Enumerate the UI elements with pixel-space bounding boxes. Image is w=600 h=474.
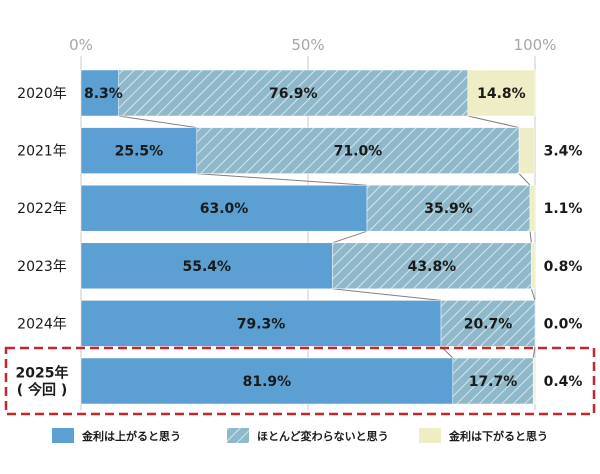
highlight-box [4, 346, 596, 416]
bar-segment [80, 69, 119, 117]
legend-swatch [52, 428, 74, 443]
connector-line [518, 173, 531, 186]
connector-line [530, 288, 536, 301]
x-tick-label: 100% [514, 36, 557, 54]
bars [80, 69, 536, 405]
connector-line [332, 288, 442, 301]
bar-segment [467, 69, 536, 117]
value-label: 0.8% [544, 259, 583, 275]
category-label: 2024年 [17, 316, 67, 332]
category-label: 2021年 [17, 144, 67, 160]
value-label: 3.4% [544, 144, 583, 160]
bar-segment [80, 300, 442, 347]
category-label: ( 今回 ) [17, 382, 68, 399]
value-label: 35.9% [424, 201, 473, 217]
connector-line [118, 115, 197, 129]
value-label: 14.8% [477, 86, 526, 102]
x-tick-label: 50% [291, 36, 324, 54]
value-label: 17.7% [469, 374, 518, 390]
value-label: 20.7% [464, 316, 513, 332]
x-axis-ticks: 0% 50% 100% [69, 36, 556, 54]
connector-line [532, 346, 536, 359]
legend: 金利は上がると思う ほとんど変わらないと思う 金利は下がると思う [52, 428, 548, 443]
bar-segment [118, 69, 469, 117]
legend-label: ほとんど変わらないと思う [257, 429, 389, 443]
legend-label: 金利は上がると思う [81, 429, 181, 443]
legend-swatch [419, 428, 441, 443]
highlight-frame [4, 346, 596, 416]
value-label: 71.0% [334, 144, 383, 160]
value-label: 25.5% [115, 144, 164, 160]
category-label: 2022年 [17, 201, 67, 217]
bar-segment [529, 184, 536, 232]
x-tick-label: 0% [69, 36, 93, 54]
bar-segment [531, 242, 536, 290]
bar-segment [332, 242, 532, 290]
bar-segment [532, 357, 536, 405]
value-label: 79.3% [237, 316, 286, 332]
bar-segment [518, 127, 535, 174]
bar-segment [366, 184, 531, 232]
value-label: 0.4% [544, 374, 583, 390]
value-label: 0.0% [544, 316, 583, 332]
bar-segment [80, 127, 198, 174]
category-label: 2023年 [17, 259, 67, 275]
bar-segment [452, 357, 534, 405]
value-labels: 8.3% 76.9% 14.8% 25.5% 71.0% 3.4% 63.0% 35.9% 1.… [84, 86, 582, 390]
bar-segment [440, 300, 536, 347]
connector-line [529, 231, 532, 243]
bar-segment [80, 184, 368, 232]
connector-line [467, 115, 520, 129]
legend-swatch [227, 428, 249, 443]
connector-line [332, 230, 368, 244]
category-label: 2020年 [17, 86, 67, 102]
bar-segment [80, 357, 454, 405]
bar-segment [80, 242, 333, 290]
value-label: 55.4% [182, 259, 231, 275]
connector-line [196, 173, 368, 186]
legend-label: 金利は下がると思う [448, 429, 548, 443]
bar-segment [196, 127, 520, 174]
category-label: 2025年 [16, 365, 69, 382]
category-labels: 2020年 2021年 2022年 2023年 2024年 2025年( 今回 ) [16, 86, 69, 399]
value-label: 8.3% [84, 86, 123, 102]
value-label: 76.9% [269, 86, 318, 102]
value-label: 43.8% [408, 259, 457, 275]
value-label: 1.1% [544, 201, 583, 217]
value-label: 81.9% [243, 374, 292, 390]
value-label: 63.0% [200, 201, 249, 217]
